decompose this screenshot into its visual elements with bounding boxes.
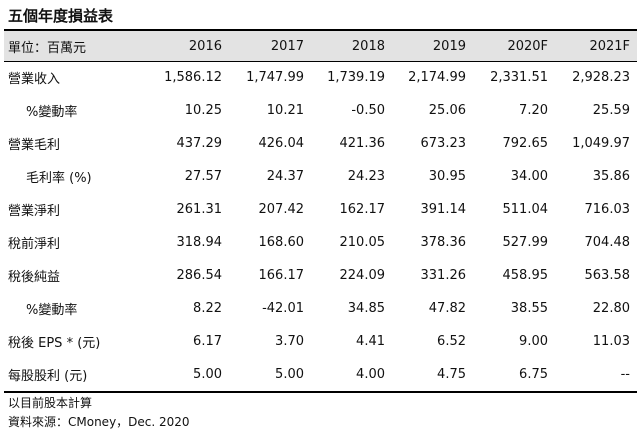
table-cell: 34.85 — [347, 301, 385, 316]
row-label: %變動率 — [26, 105, 78, 120]
table-cell: 166.17 — [258, 268, 305, 283]
table-cell: 1,747.99 — [246, 70, 304, 85]
table-cell: 207.42 — [258, 202, 305, 217]
table-row: 營業收入 1,586.12 1,747.99 1,739.19 2,174.99 2,33… — [4, 61, 637, 94]
table-cell: 426.04 — [258, 136, 305, 151]
table-row: %變動率 10.25 10.21 -0.50 25.06 7.20 25.59 — [4, 94, 637, 127]
footnote: 以目前股本計算 — [8, 396, 93, 410]
table-cell: 210.05 — [339, 235, 386, 250]
table-cell: 11.03 — [592, 334, 630, 349]
table-cell: 673.23 — [420, 136, 467, 151]
year-header: 2019 — [432, 38, 466, 54]
row-label: 稅前淨利 — [8, 237, 61, 252]
table-cell: 22.80 — [592, 301, 630, 316]
table-cell: -42.01 — [262, 301, 304, 316]
table-cell: 716.03 — [584, 202, 631, 217]
table-cell: 2,928.23 — [572, 70, 630, 85]
header-row: 單位：百萬元 2016 2017 2018 2019 2020F 2021F — [4, 31, 637, 61]
table-cell: 261.31 — [176, 202, 223, 217]
row-label: 營業收入 — [8, 72, 61, 87]
table-row: 營業毛利 437.29 426.04 421.36 673.23 792.65 1,049.… — [4, 127, 637, 160]
table-body: 營業收入 1,586.12 1,747.99 1,739.19 2,174.99 2,33… — [4, 61, 637, 391]
row-label: 營業毛利 — [8, 138, 61, 153]
year-header: 2018 — [351, 38, 385, 54]
table-row: 每股股利 (元) 5.00 5.00 4.00 4.75 6.75 -- — [4, 358, 637, 391]
bottom-rule — [4, 391, 637, 393]
table-cell: 1,049.97 — [572, 136, 630, 151]
table-cell: 2,331.51 — [490, 70, 548, 85]
table-cell: 437.29 — [176, 136, 223, 151]
table-cell: 35.86 — [592, 169, 630, 184]
table-cell: 5.00 — [275, 367, 304, 382]
source-note: 資料來源：CMoney，Dec. 2020 — [8, 415, 190, 429]
table-cell: 7.20 — [519, 103, 548, 118]
table-cell: -- — [620, 367, 630, 382]
table-cell: 9.00 — [519, 334, 548, 349]
table-cell: 391.14 — [420, 202, 467, 217]
row-label: 每股股利 (元) — [8, 369, 88, 384]
table-cell: 25.06 — [428, 103, 466, 118]
row-label: 稅後純益 — [8, 270, 61, 285]
table-cell: 25.59 — [592, 103, 630, 118]
table-cell: 30.95 — [428, 169, 466, 184]
table-row: 稅後純益 286.54 166.17 224.09 331.26 458.95 563.58 — [4, 259, 637, 292]
table-cell: 318.94 — [176, 235, 223, 250]
table-cell: 10.25 — [184, 103, 222, 118]
table-row: 營業淨利 261.31 207.42 162.17 391.14 511.04 716.03 — [4, 193, 637, 226]
table-cell: 6.17 — [193, 334, 222, 349]
table-cell: 24.23 — [347, 169, 385, 184]
table-cell: 24.37 — [266, 169, 304, 184]
income-statement-table: 單位：百萬元 2016 2017 2018 2019 2020F 2021F 營… — [4, 31, 637, 391]
table-cell: 704.48 — [584, 235, 631, 250]
table-cell: 10.21 — [266, 103, 304, 118]
table-cell: 286.54 — [176, 268, 223, 283]
table-cell: 1,739.19 — [327, 70, 385, 85]
table-cell: 792.65 — [502, 136, 549, 151]
table-cell: 378.36 — [420, 235, 467, 250]
table-cell: 511.04 — [502, 202, 549, 217]
table-cell: 6.75 — [519, 367, 548, 382]
table-cell: 421.36 — [339, 136, 386, 151]
table-row: 稅前淨利 318.94 168.60 210.05 378.36 527.99 704.48 — [4, 226, 637, 259]
row-label: 營業淨利 — [8, 204, 61, 219]
table-cell: 4.75 — [437, 367, 466, 382]
year-header: 2020F — [507, 38, 548, 54]
table-cell: 47.82 — [428, 301, 466, 316]
year-header: 2016 — [188, 38, 222, 54]
table-cell: 4.41 — [356, 334, 385, 349]
row-label: 毛利率 (%) — [26, 171, 92, 186]
table-cell: 224.09 — [339, 268, 386, 283]
table-cell: 331.26 — [420, 268, 467, 283]
table-cell: 162.17 — [339, 202, 386, 217]
table-row: %變動率 8.22 -42.01 34.85 47.82 38.55 22.80 — [4, 292, 637, 325]
table-title: 五個年度損益表 — [8, 7, 114, 25]
table-cell: 563.58 — [584, 268, 631, 283]
table-cell: 527.99 — [502, 235, 549, 250]
table-row: 毛利率 (%) 27.57 24.37 24.23 30.95 34.00 35.86 — [4, 160, 637, 193]
table-cell: 3.70 — [275, 334, 304, 349]
table-cell: 27.57 — [184, 169, 222, 184]
table-cell: 34.00 — [510, 169, 548, 184]
table-cell: 458.95 — [502, 268, 549, 283]
table-cell: 6.52 — [437, 334, 466, 349]
top-rule — [4, 29, 637, 31]
table-cell: 2,174.99 — [408, 70, 466, 85]
table-row: 稅後 EPS * (元) 6.17 3.70 4.41 6.52 9.00 11.03 — [4, 325, 637, 358]
table-cell: 38.55 — [510, 301, 548, 316]
row-label: %變動率 — [26, 303, 78, 318]
table-cell: 4.00 — [356, 367, 385, 382]
header-band — [4, 31, 637, 61]
table-cell: -0.50 — [351, 103, 385, 118]
table-cell: 5.00 — [193, 367, 222, 382]
row-label: 稅後 EPS * (元) — [8, 336, 101, 351]
table-cell: 1,586.12 — [164, 70, 222, 85]
table-cell: 8.22 — [193, 301, 222, 316]
year-header: 2021F — [589, 38, 630, 54]
table-cell: 168.60 — [258, 235, 305, 250]
unit-header: 單位：百萬元 — [8, 40, 87, 56]
header-rule — [4, 61, 637, 62]
year-header: 2017 — [270, 38, 304, 54]
